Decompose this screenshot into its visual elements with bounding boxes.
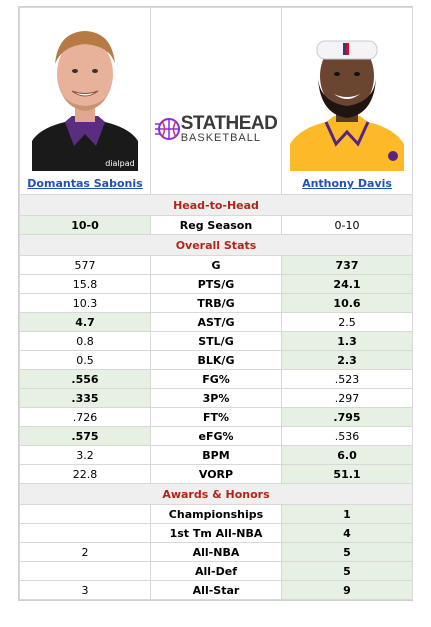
stat-row-left-value: 3.2 [19,445,151,465]
stat-row-left-value: 4.7 [19,312,151,332]
left-player-photo: dialpad [30,16,140,171]
section-header-overall: Overall Stats [19,234,413,256]
award-row-right-value: 5 [281,542,413,562]
section-title: Head-to-Head [19,194,413,216]
left-player-name-link[interactable]: Domantas Sabonis [27,177,143,190]
awards-body: Championships 1 1st Tm All-NBA 4 2 All-NBA 5 Al… [19,504,413,600]
stat-row-right-value: .523 [281,369,413,389]
player-header-row: dialpad Domantas Sabonis STATHEAD BASKET… [19,7,413,195]
stat-row-label: BLK/G [150,350,282,370]
section-header-awards: Awards & Honors [19,483,413,505]
award-row-label: All-Def [150,561,282,581]
stat-row: .575 eFG% .536 [19,426,413,446]
right-player-cell: Anthony Davis [281,7,413,195]
stat-row-right-value: 10.6 [281,293,413,313]
h2h-row: 10-0 Reg Season 0-10 [19,215,413,235]
stat-row-right-value: .795 [281,407,413,427]
stat-row-label: AST/G [150,312,282,332]
stat-row-right-value: 737 [281,255,413,275]
comparison-table: dialpad Domantas Sabonis STATHEAD BASKET… [19,7,413,600]
award-row-left-value [19,561,151,581]
stat-row-left-value: .575 [19,426,151,446]
award-row-left-value [19,523,151,543]
h2h-label: Reg Season [150,215,282,235]
award-row-label: All-NBA [150,542,282,562]
award-row-left-value [19,504,151,524]
stat-row-label: VORP [150,464,282,484]
stat-row-left-value: .726 [19,407,151,427]
left-player-cell: dialpad Domantas Sabonis [19,7,151,195]
stat-row-right-value: .297 [281,388,413,408]
stat-row-label: eFG% [150,426,282,446]
stat-row: .726 FT% .795 [19,407,413,427]
stat-row-left-value: 22.8 [19,464,151,484]
award-row-label: Championships [150,504,282,524]
award-row: All-Def 5 [19,561,413,581]
right-player-photo [288,16,406,171]
stat-row-left-value: 10.3 [19,293,151,313]
h2h-left-value: 10-0 [19,215,151,235]
stat-row-label: FT% [150,407,282,427]
stat-row-left-value: 0.8 [19,331,151,351]
logo-title: STATHEAD [180,113,278,134]
stat-row-label: BPM [150,445,282,465]
stat-row: 0.5 BLK/G 2.3 [19,350,413,370]
basketball-icon [154,118,180,140]
logo-subtitle: BASKETBALL [180,132,262,144]
award-row-right-value: 1 [281,504,413,524]
jersey-sponsor-text: dialpad [105,159,134,168]
logo-cell: STATHEAD BASKETBALL [150,7,282,195]
award-row-right-value: 5 [281,561,413,581]
stat-row: 22.8 VORP 51.1 [19,464,413,484]
stat-row-left-value: .335 [19,388,151,408]
award-row-label: 1st Tm All-NBA [150,523,282,543]
award-row: Championships 1 [19,504,413,524]
stat-row: 577 G 737 [19,255,413,275]
stat-row-right-value: 6.0 [281,445,413,465]
stat-row: 15.8 PTS/G 24.1 [19,274,413,294]
award-row-label: All-Star [150,580,282,600]
stat-row-label: G [150,255,282,275]
award-row-right-value: 9 [281,580,413,600]
stat-row-right-value: 24.1 [281,274,413,294]
stat-row-right-value: .536 [281,426,413,446]
stat-row-right-value: 1.3 [281,331,413,351]
right-player-name-link[interactable]: Anthony Davis [302,177,392,190]
stat-row: .556 FG% .523 [19,369,413,389]
stat-row-label: STL/G [150,331,282,351]
stat-row-left-value: .556 [19,369,151,389]
award-row-left-value: 2 [19,542,151,562]
award-row-left-value: 3 [19,580,151,600]
stathead-logo: STATHEAD BASKETBALL [151,64,281,194]
stat-row-left-value: 0.5 [19,350,151,370]
stat-row-right-value: 51.1 [281,464,413,484]
section-title: Overall Stats [19,234,413,256]
award-row: 3 All-Star 9 [19,580,413,600]
award-row-right-value: 4 [281,523,413,543]
stat-row-right-value: 2.3 [281,350,413,370]
stat-row-label: FG% [150,369,282,389]
stat-row: .335 3P% .297 [19,388,413,408]
stat-row-left-value: 15.8 [19,274,151,294]
award-row: 1st Tm All-NBA 4 [19,523,413,543]
h2h-right-value: 0-10 [281,215,413,235]
section-title: Awards & Honors [19,483,413,505]
stat-row-left-value: 577 [19,255,151,275]
stat-row: 0.8 STL/G 1.3 [19,331,413,351]
stat-row-label: PTS/G [150,274,282,294]
comparison-card: dialpad Domantas Sabonis STATHEAD BASKET… [18,6,413,601]
stat-row-label: TRB/G [150,293,282,313]
stat-row: 4.7 AST/G 2.5 [19,312,413,332]
overall-stats-body: 577 G 737 15.8 PTS/G 24.1 10.3 TRB/G 10.6 4.7 AST/… [19,255,413,484]
stat-row-right-value: 2.5 [281,312,413,332]
stat-row: 3.2 BPM 6.0 [19,445,413,465]
stat-row: 10.3 TRB/G 10.6 [19,293,413,313]
award-row: 2 All-NBA 5 [19,542,413,562]
section-header-h2h: Head-to-Head [19,194,413,216]
stat-row-label: 3P% [150,388,282,408]
